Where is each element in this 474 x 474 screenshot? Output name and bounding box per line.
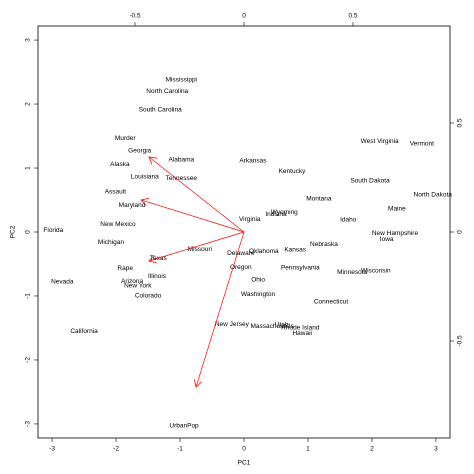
point-label: New Jersey (215, 321, 250, 328)
point-label: New Mexico (100, 221, 136, 228)
point-label: California (70, 328, 98, 335)
loading-arrow (149, 157, 245, 233)
x2-tick-label: -0.5 (129, 13, 141, 20)
y-tick-label: 1 (25, 166, 32, 170)
loading-label: Assault (105, 189, 127, 196)
point-label: Texas (150, 255, 168, 262)
y-tick-label: -1 (25, 293, 32, 299)
x-axis-label: PC1 (238, 460, 251, 467)
point-label: Indiana (265, 211, 287, 218)
point-label: Arizona (121, 278, 143, 285)
loading-label: Rape (117, 265, 133, 272)
point-label: Iowa (380, 236, 394, 243)
y2-tick-label: -0.5 (457, 335, 464, 347)
point-label: Maine (388, 206, 406, 213)
loading-arrow (196, 231, 245, 387)
point-label: Illinois (148, 273, 167, 280)
loading-arrow (149, 231, 245, 261)
y2-tick-label: 0 (457, 230, 464, 234)
point-label: Washington (241, 291, 275, 298)
x2-tick-label: 0 (242, 13, 246, 20)
point-label: Wisconsin (361, 268, 391, 275)
point-label: South Carolina (139, 107, 182, 114)
x-tick-label: 1 (306, 446, 310, 453)
point-label: Vermont (410, 140, 434, 147)
point-label: Alabama (168, 156, 194, 163)
point-label: Wyoming (271, 209, 298, 216)
y-tick-label: -2 (25, 357, 32, 363)
y-tick-label: 3 (25, 38, 32, 42)
loading-label: Murder (115, 135, 136, 142)
x-tick-label: 0 (242, 446, 246, 453)
point-label: Kentucky (279, 168, 306, 175)
point-label: Nebraska (310, 241, 338, 248)
point-label: Missouri (188, 246, 212, 253)
point-label: South Dakota (350, 178, 390, 185)
point-label: Mississippi (166, 76, 197, 83)
point-label: Tennessee (166, 175, 198, 182)
y-tick-label: 2 (25, 102, 32, 106)
point-label: Delaware (227, 250, 255, 257)
x-tick-label: -2 (113, 446, 119, 453)
point-label: Oklahoma (249, 248, 279, 255)
loading-label: UrbanPop (169, 422, 199, 429)
y-tick-label: -3 (25, 421, 32, 427)
point-label: Utah (275, 321, 289, 328)
point-label: North Dakota (414, 192, 453, 199)
point-label: Montana (306, 195, 332, 202)
y-tick-label: 0 (25, 230, 32, 234)
point-label: Pennsylvania (281, 265, 320, 272)
point-label: Connecticut (314, 298, 349, 305)
x-tick-label: 3 (434, 446, 438, 453)
y2-tick-label: 0.5 (457, 118, 464, 127)
point-label: Minnesota (337, 269, 367, 276)
loading-arrow (141, 200, 245, 233)
point-label: New Hampshire (372, 230, 419, 237)
point-label: West Virginia (361, 138, 399, 145)
point-label: Massachusetts (250, 323, 294, 330)
point-label: North Carolina (146, 88, 188, 95)
point-label: Colorado (135, 293, 162, 300)
point-label: Kansas (284, 247, 306, 254)
point-label: Ohio (251, 277, 265, 284)
x-tick-label: 2 (370, 446, 374, 453)
point-label: Louisiana (131, 174, 159, 181)
x-tick-label: -3 (49, 446, 55, 453)
point-label: Hawaii (292, 330, 312, 337)
x-tick-label: -1 (177, 446, 183, 453)
point-label: New York (124, 282, 152, 289)
point-label: Alaska (110, 161, 130, 168)
x2-tick-label: 0.5 (348, 13, 357, 20)
point-label: Georgia (128, 147, 152, 154)
point-label: Nevada (51, 279, 74, 286)
point-label: Oregon (230, 264, 252, 271)
point-label: Rhode Island (281, 325, 320, 332)
point-label: Florida (43, 227, 63, 234)
point-label: Idaho (340, 217, 357, 224)
y-axis-label: PC2 (10, 225, 17, 238)
point-label: Michigan (98, 239, 124, 246)
point-label: Arkansas (239, 158, 267, 165)
point-label: Maryland (119, 202, 146, 209)
point-label: Virginia (239, 216, 261, 223)
